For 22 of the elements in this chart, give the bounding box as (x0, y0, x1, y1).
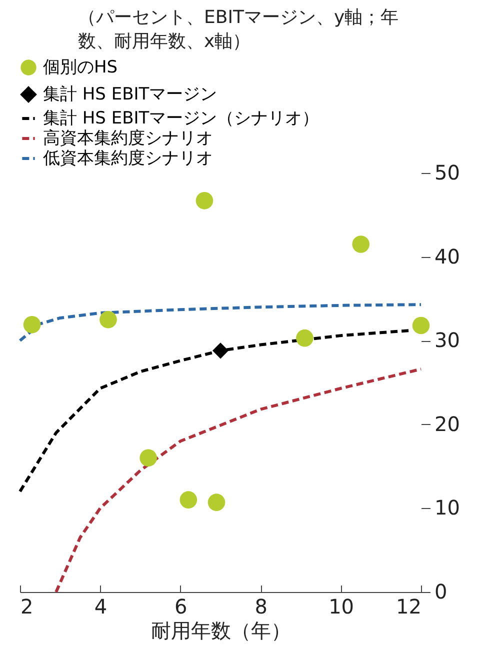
x-tick-label: 10 (328, 594, 354, 618)
chart-title: （パーセント、EBITマージン、y軸；年数、耐用年数、x軸） (78, 6, 400, 54)
y-tick-label: 50 (434, 160, 460, 184)
legend-label: 集計 HS EBITマージン (43, 84, 218, 104)
line-series (54, 367, 422, 594)
y-tick-label: 0 (434, 579, 448, 604)
x-tick-label: 8 (254, 594, 268, 618)
line-series (18, 328, 410, 493)
legend-label: 低資本集約度シナリオ (43, 148, 213, 168)
x-axis-title: 耐用年数（年） (151, 618, 291, 642)
y-tick-label: 20 (434, 411, 460, 436)
x-tick-label: 2 (20, 594, 34, 618)
line-series (18, 302, 422, 342)
x-tick-label: 4 (94, 594, 108, 618)
legend-label: 高資本集約度シナリオ (43, 128, 213, 148)
y-tick-label: 40 (434, 244, 460, 268)
x-tick-label: 6 (174, 594, 188, 618)
legend-label: 個別のHS (43, 57, 118, 78)
y-tick-label: 10 (434, 495, 460, 520)
legend-label: 集計 HS EBITマージン（シナリオ） (43, 108, 320, 128)
y-tick-label: 30 (434, 328, 460, 352)
x-tick-label: 12 (396, 594, 422, 618)
